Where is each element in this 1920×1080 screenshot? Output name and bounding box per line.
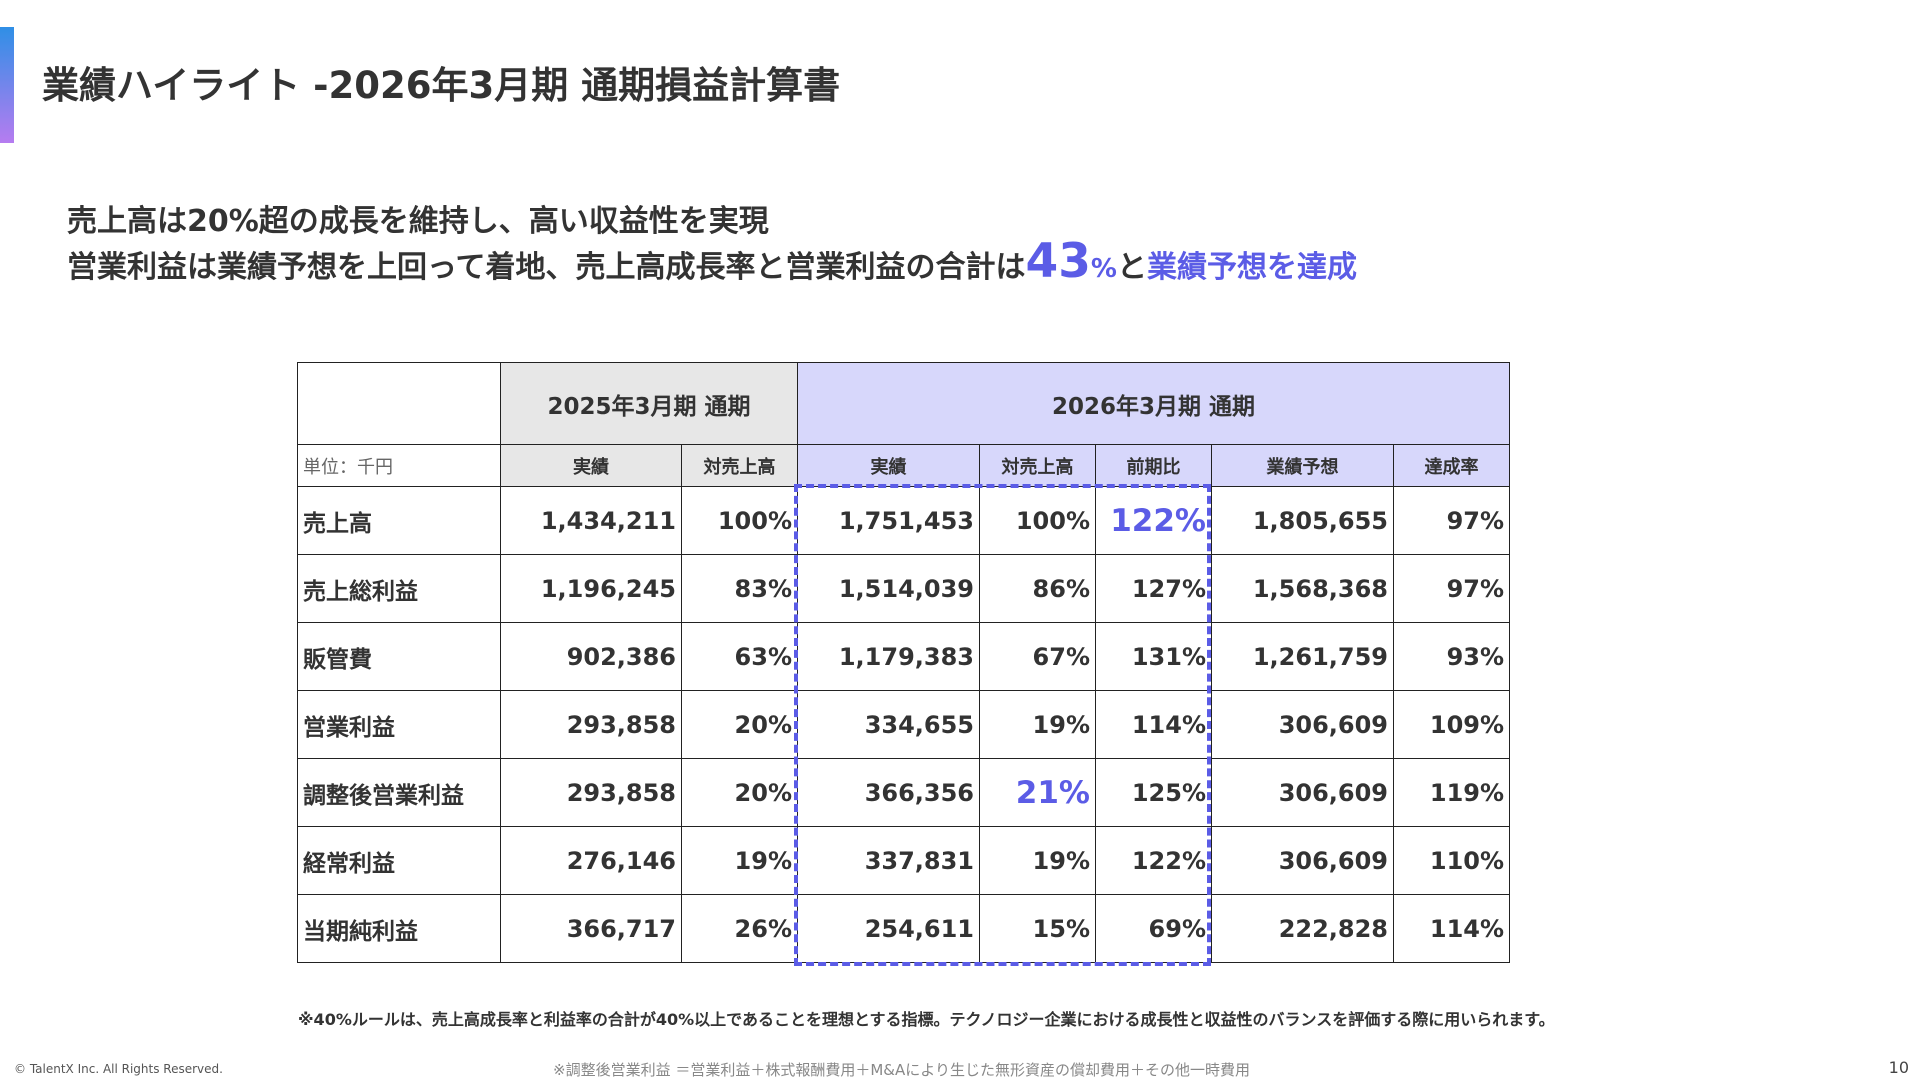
- group-header-fy2025: 2025年3月期 通期: [500, 362, 798, 445]
- yoy-cell: 122%: [1095, 826, 1212, 895]
- page-title: 業績ハイライト -2026年3月期 通期損益計算書: [42, 64, 841, 107]
- table-row: 経常利益 276,146 19% 337,831 19% 122% 306,60…: [297, 826, 1511, 895]
- cur-ratio-cell: 67%: [979, 622, 1096, 691]
- headline-line-2-prefix: 営業利益は業績予想を上回って着地、売上高成長率と営業利益の合計は: [67, 250, 1026, 285]
- row-label: 販管費: [297, 622, 501, 691]
- forecast-cell: 1,261,759: [1211, 622, 1394, 691]
- cur-ratio-cell: 19%: [979, 826, 1096, 895]
- forecast-cell: 1,568,368: [1211, 554, 1394, 623]
- achievement-cell: 119%: [1392, 758, 1511, 827]
- cur-ratio-cell: 86%: [979, 554, 1096, 623]
- row-label: 営業利益: [297, 690, 501, 759]
- headline-connector: と: [1116, 250, 1147, 285]
- yoy-cell: 127%: [1095, 554, 1212, 623]
- headline-line-2: 営業利益は業績予想を上回って着地、売上高成長率と営業利益の合計は43%と業績予想…: [67, 234, 1357, 289]
- cur-actual-cell: 334,655: [797, 690, 980, 759]
- income-statement-table: 2025年3月期 通期 2026年3月期 通期 単位：千円 実績 対売上高 実績…: [297, 362, 1511, 963]
- cur-actual-cell: 337,831: [797, 826, 980, 895]
- prev-ratio-cell: 26%: [681, 894, 798, 963]
- achievement-cell: 109%: [1392, 690, 1511, 759]
- table-row: 営業利益 293,858 20% 334,655 19% 114% 306,60…: [297, 690, 1511, 759]
- col-header-prev-actual: 実績: [500, 444, 682, 487]
- prev-actual-cell: 902,386: [500, 622, 682, 691]
- prev-actual-cell: 293,858: [500, 758, 682, 827]
- col-header-achievement: 達成率: [1392, 444, 1511, 487]
- row-label: 売上総利益: [297, 554, 501, 623]
- cur-ratio-cell: 100%: [979, 486, 1096, 555]
- cur-actual-cell: 1,179,383: [797, 622, 980, 691]
- corner-cell: [297, 362, 501, 445]
- group-header-row: 2025年3月期 通期 2026年3月期 通期: [297, 362, 1511, 445]
- prev-ratio-cell: 19%: [681, 826, 798, 895]
- achievement-cell: 114%: [1392, 894, 1511, 963]
- col-header-prev-ratio: 対売上高: [681, 444, 798, 487]
- prev-ratio-cell: 20%: [681, 758, 798, 827]
- achievement-cell: 97%: [1392, 554, 1511, 623]
- achievement-cell: 110%: [1392, 826, 1511, 895]
- yoy-cell: 125%: [1095, 758, 1212, 827]
- col-header-cur-actual: 実績: [797, 444, 980, 487]
- column-header-row: 単位：千円 実績 対売上高 実績 対売上高 前期比 業績予想 達成率: [297, 444, 1511, 487]
- yoy-cell-highlight: 122%: [1095, 486, 1212, 555]
- cur-actual-cell: 366,356: [797, 758, 980, 827]
- prev-actual-cell: 366,717: [500, 894, 682, 963]
- prev-actual-cell: 1,434,211: [500, 486, 682, 555]
- group-header-fy2026: 2026年3月期 通期: [796, 362, 1511, 445]
- table-row: 売上総利益 1,196,245 83% 1,514,039 86% 127% 1…: [297, 554, 1511, 623]
- col-header-cur-ratio: 対売上高: [979, 444, 1096, 487]
- yoy-cell: 69%: [1095, 894, 1212, 963]
- copyright-notice: © TalentX Inc. All Rights Reserved.: [14, 1062, 223, 1076]
- cur-actual-cell: 1,514,039: [797, 554, 980, 623]
- headline-total-percent: %: [1090, 254, 1117, 284]
- cur-ratio-cell: 15%: [979, 894, 1096, 963]
- yoy-cell: 131%: [1095, 622, 1212, 691]
- forecast-cell: 222,828: [1211, 894, 1394, 963]
- footnote-40-rule: ※40%ルールは、売上高成長率と利益率の合計が40%以上であることを理想とする指…: [298, 1010, 1555, 1029]
- row-label: 調整後営業利益: [297, 758, 501, 827]
- table-row: 当期純利益 366,717 26% 254,611 15% 69% 222,82…: [297, 894, 1511, 963]
- row-label: 売上高: [297, 486, 501, 555]
- forecast-cell: 1,805,655: [1211, 486, 1394, 555]
- footnote-adjusted-operating-profit: ※調整後営業利益 ＝営業利益＋株式報酬費用＋M&Aにより生じた無形資産の償却費用…: [553, 1061, 1250, 1079]
- achievement-cell: 97%: [1392, 486, 1511, 555]
- cur-ratio-cell: 19%: [979, 690, 1096, 759]
- headline-line-1: 売上高は20%超の成長を維持し、高い収益性を実現: [67, 204, 769, 239]
- forecast-cell: 306,609: [1211, 758, 1394, 827]
- yoy-cell: 114%: [1095, 690, 1212, 759]
- headline-line-2-suffix: 業績予想を達成: [1146, 250, 1357, 285]
- prev-actual-cell: 1,196,245: [500, 554, 682, 623]
- page-number: 10: [1888, 1058, 1909, 1077]
- unit-label: 単位：千円: [297, 444, 501, 487]
- prev-ratio-cell: 100%: [681, 486, 798, 555]
- table-row: 売上高 1,434,211 100% 1,751,453 100% 122% 1…: [297, 486, 1511, 555]
- prev-actual-cell: 276,146: [500, 826, 682, 895]
- accent-bar: [0, 27, 14, 143]
- table-row: 販管費 902,386 63% 1,179,383 67% 131% 1,261…: [297, 622, 1511, 691]
- cur-actual-cell: 254,611: [797, 894, 980, 963]
- prev-ratio-cell: 20%: [681, 690, 798, 759]
- cur-actual-cell: 1,751,453: [797, 486, 980, 555]
- row-label: 当期純利益: [297, 894, 501, 963]
- col-header-yoy: 前期比: [1095, 444, 1212, 487]
- table-row: 調整後営業利益 293,858 20% 366,356 21% 125% 306…: [297, 758, 1511, 827]
- cur-ratio-cell-highlight: 21%: [979, 758, 1096, 827]
- col-header-forecast: 業績予想: [1211, 444, 1394, 487]
- prev-ratio-cell: 63%: [681, 622, 798, 691]
- achievement-cell: 93%: [1392, 622, 1511, 691]
- headline-total-number: 43: [1025, 234, 1091, 289]
- prev-actual-cell: 293,858: [500, 690, 682, 759]
- prev-ratio-cell: 83%: [681, 554, 798, 623]
- forecast-cell: 306,609: [1211, 690, 1394, 759]
- forecast-cell: 306,609: [1211, 826, 1394, 895]
- row-label: 経常利益: [297, 826, 501, 895]
